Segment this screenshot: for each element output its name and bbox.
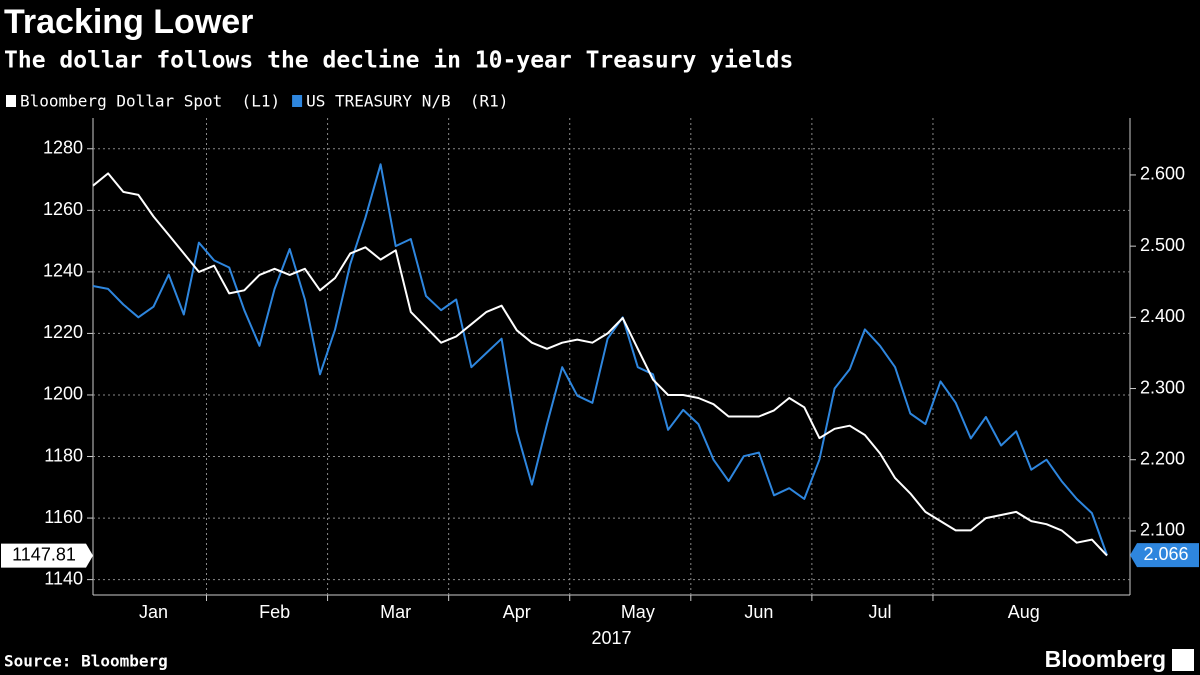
x-axis-label: 2017 bbox=[591, 628, 631, 648]
last-value-tag bbox=[1130, 543, 1199, 568]
y-tick-label: 1240 bbox=[43, 261, 83, 281]
legend-label: US TREASURY N/B (R1) bbox=[306, 92, 508, 111]
y-tick-label: 1160 bbox=[44, 507, 83, 527]
last-value-label: 2.066 bbox=[1143, 544, 1188, 564]
y-tick-label: 1260 bbox=[43, 199, 83, 219]
chart-subtitle: The dollar follows the decline in 10-yea… bbox=[4, 48, 793, 74]
y-tick-label: 1200 bbox=[43, 384, 83, 404]
logo-box bbox=[1172, 649, 1194, 671]
last-value-label: 1147.81 bbox=[12, 544, 76, 564]
x-tick-label: Apr bbox=[503, 602, 531, 622]
y-tick-label: 1180 bbox=[44, 445, 83, 465]
legend-swatch bbox=[292, 95, 303, 107]
y-tick-label: 1140 bbox=[44, 568, 83, 588]
y2-tick-label: 2.500 bbox=[1140, 235, 1185, 255]
y2-tick-label: 2.600 bbox=[1140, 164, 1185, 184]
y2-tick-label: 2.100 bbox=[1140, 520, 1185, 540]
x-tick-label: Mar bbox=[380, 602, 411, 622]
y2-tick-label: 2.300 bbox=[1140, 377, 1185, 397]
x-tick-label: Jul bbox=[868, 602, 891, 622]
x-tick-label: Feb bbox=[259, 602, 290, 622]
y2-tick-label: 2.400 bbox=[1140, 306, 1185, 326]
legend-label: Bloomberg Dollar Spot (L1) bbox=[20, 92, 280, 111]
series-line bbox=[92, 172, 1108, 557]
x-tick-label: Aug bbox=[1008, 602, 1040, 622]
last-value-tag bbox=[1, 543, 93, 568]
y-tick-label: 1220 bbox=[43, 322, 83, 342]
chart-title: Tracking Lower bbox=[4, 3, 253, 41]
y-tick-label: 1280 bbox=[43, 138, 83, 158]
x-tick-label: May bbox=[621, 602, 655, 622]
x-tick-label: Jun bbox=[744, 602, 773, 622]
logo: Bloomberg bbox=[1045, 646, 1166, 672]
source: Source: Bloomberg bbox=[4, 652, 168, 671]
x-tick-label: Jan bbox=[139, 602, 168, 622]
series-line bbox=[92, 163, 1108, 556]
y2-tick-label: 2.200 bbox=[1140, 448, 1185, 468]
legend-swatch bbox=[6, 95, 16, 107]
